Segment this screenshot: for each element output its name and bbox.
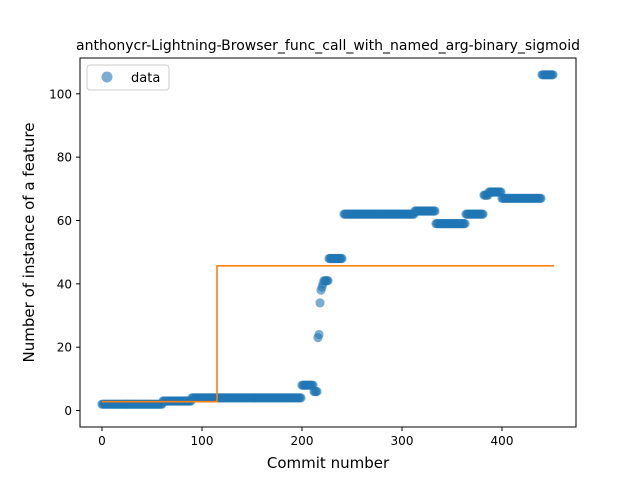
chart-title: anthonycr-Lightning-Browser_func_call_wi…: [76, 38, 580, 54]
x-tick-label: 200: [291, 434, 314, 448]
x-tick-label: 400: [491, 434, 514, 448]
x-tick-label: 0: [98, 434, 106, 448]
data-point: [536, 193, 546, 203]
data-point: [312, 386, 322, 397]
legend: data: [86, 64, 170, 91]
fit-line-layer: [102, 264, 554, 403]
data-point: [478, 209, 488, 219]
y-tick-label: 60: [57, 214, 72, 228]
y-axis: 0 20 40 60 80 100: [49, 87, 80, 418]
legend-box: [86, 64, 170, 91]
data-point: [460, 219, 470, 229]
x-axis: 0 100 200 300 400: [98, 427, 513, 448]
data-point: [430, 206, 440, 216]
data-point: [315, 298, 325, 308]
data-points: [97, 70, 558, 409]
data-point: [296, 393, 306, 403]
fit-line: [102, 264, 554, 403]
y-tick-label: 0: [64, 404, 72, 418]
legend-marker-data: [101, 71, 113, 83]
data-point: [314, 329, 324, 340]
y-tick-label: 80: [57, 151, 72, 165]
x-axis-label: Commit number: [267, 454, 390, 472]
y-tick-label: 40: [57, 277, 72, 291]
y-tick-label: 100: [49, 87, 72, 101]
x-tick-label: 100: [191, 434, 214, 448]
data-point: [548, 70, 558, 80]
axes-frame: [79, 57, 577, 428]
legend-label-data: data: [131, 71, 160, 86]
y-tick-label: 20: [57, 341, 72, 355]
y-axis-label: Number of instance of a feature: [20, 123, 38, 363]
x-tick-label: 300: [391, 434, 414, 448]
plot-area: [79, 57, 577, 428]
data-point: [337, 253, 347, 264]
data-point: [323, 276, 333, 286]
